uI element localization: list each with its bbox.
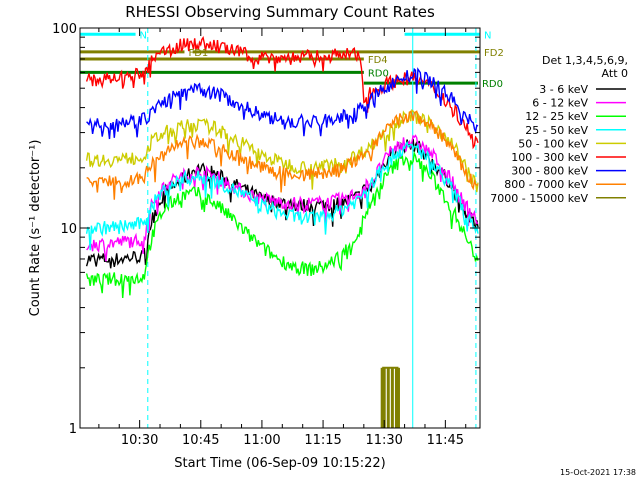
series-trace	[86, 67, 479, 140]
series-trace	[85, 109, 479, 193]
legend-label: 50 - 100 keV	[518, 137, 588, 150]
series-trace	[86, 110, 478, 200]
flag-label-rd0: RD0	[482, 79, 503, 90]
footer-timestamp: 15-Oct-2021 17:38	[560, 468, 636, 477]
series-trace	[85, 140, 479, 251]
legend-label: 25 - 50 keV	[525, 124, 588, 137]
flag-label-fd2: FD2	[484, 48, 504, 59]
series-trace	[85, 36, 479, 150]
x-tick-label: 11:30	[365, 433, 402, 448]
flag-label-n: N	[484, 30, 491, 41]
flag-label-rd0: RD0	[368, 68, 389, 79]
legend-label: 3 - 6 keV	[539, 83, 588, 96]
x-tick-label: 11:15	[304, 433, 341, 448]
flag-label-fd1: FD1	[188, 48, 208, 59]
y-tick-label: 100	[52, 22, 77, 37]
y-tick-label: 10	[60, 222, 77, 237]
series-layer	[85, 36, 479, 428]
y-axis-label: Count Rate (s⁻¹ detector⁻¹)	[28, 140, 43, 317]
legend-label: 12 - 25 keV	[525, 110, 588, 123]
y-tick-label: 1	[69, 422, 77, 437]
legend-label: 6 - 12 keV	[532, 97, 588, 110]
chart-title: RHESSI Observing Summary Count Rates	[125, 3, 435, 21]
legend-label: 300 - 800 keV	[511, 165, 588, 178]
x-tick-label: 10:30	[121, 433, 158, 448]
legend-label: 100 - 300 keV	[511, 151, 588, 164]
x-axis-label: Start Time (06-Sep-09 10:15:22)	[174, 456, 385, 471]
flag-label-layer: N N FD1 FD2 FD4 RD0 RD0	[140, 30, 504, 90]
legend-header-line2: Att 0	[602, 67, 628, 80]
series-trace	[85, 150, 479, 299]
axes-layer: 10:30 10:45 11:00 11:15 11:30 11:45 1 10 100	[52, 22, 480, 448]
legend-label: 800 - 7000 keV	[504, 178, 588, 191]
x-tick-label: 11:00	[243, 433, 280, 448]
flag-label-n: N	[140, 30, 147, 41]
legend-header-line1: Det 1,3,4,5,6,9,	[542, 54, 628, 67]
flag-label-fd4: FD4	[368, 55, 388, 66]
x-tick-label: 10:45	[182, 433, 219, 448]
series-trace	[86, 134, 479, 262]
x-tick-label: 11:45	[427, 433, 464, 448]
legend-label: 7000 - 15000 keV	[490, 192, 588, 205]
